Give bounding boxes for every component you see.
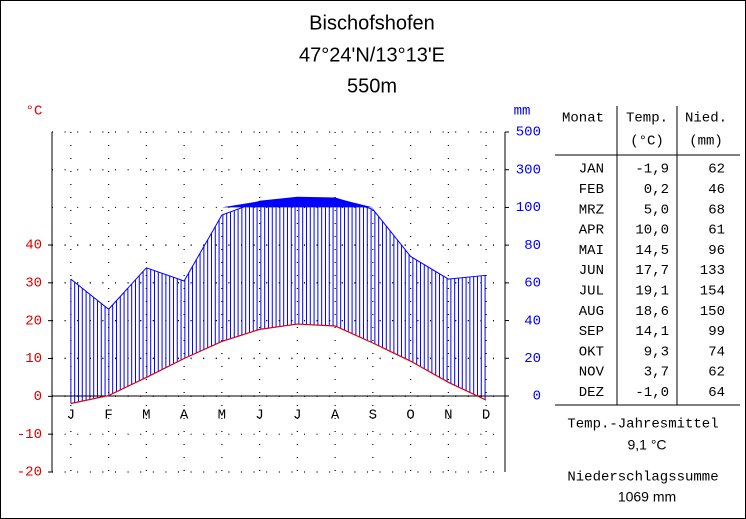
title-coords: 47°24'N/13°13'E (299, 44, 445, 66)
x-tick-label: M (142, 408, 150, 424)
y2-tick-label: 0 (533, 389, 541, 405)
table-temp: 14,5 (635, 243, 669, 259)
table-month: NOV (579, 365, 605, 381)
y-tick-label: -20 (17, 465, 42, 481)
table-precip: 68 (708, 202, 725, 218)
x-tick-label: D (482, 408, 490, 424)
table-month: APR (579, 223, 605, 239)
table-month: JUL (579, 284, 604, 300)
table-precip: 64 (708, 385, 725, 401)
y2-tick-label: 20 (524, 351, 541, 367)
summary-label: Temp.-Jahresmittel (567, 417, 718, 433)
x-tick-label: J (293, 408, 301, 424)
table-precip: 61 (708, 223, 725, 239)
y-axis-label: °C (26, 104, 43, 120)
table-month: JUN (579, 263, 604, 279)
table-month: AUG (579, 304, 604, 320)
table-temp: 0,2 (644, 182, 669, 198)
x-tick-label: M (218, 408, 226, 424)
table-temp: 5,0 (644, 202, 669, 218)
x-tick-label: S (369, 408, 377, 424)
table-precip: 133 (700, 263, 725, 279)
summary-value: 9,1 °C (627, 437, 666, 453)
table-month: FEB (579, 182, 604, 198)
y-tick-label: 40 (25, 238, 42, 254)
table-temp: 17,7 (635, 263, 669, 279)
y2-tick-label: 80 (524, 238, 541, 254)
y2-tick-label: 500 (516, 125, 541, 141)
y2-tick-label: 100 (516, 200, 541, 216)
table-temp: 18,6 (635, 304, 669, 320)
table-precip: 62 (708, 365, 725, 381)
summary-label: Niederschlagssumme (567, 470, 718, 486)
table-precip: 74 (708, 344, 725, 360)
table-precip: 62 (708, 162, 725, 178)
table-temp: 9,3 (644, 344, 669, 360)
y2-tick-label: 40 (524, 313, 541, 329)
table-temp: 10,0 (635, 223, 669, 239)
table-precip: 46 (708, 182, 725, 198)
table-month: SEP (579, 324, 604, 340)
x-tick-label: J (255, 408, 263, 424)
title-altitude: 550m (347, 75, 397, 97)
table-header: Monat (562, 111, 604, 127)
x-tick-label: O (406, 408, 414, 424)
table-precip: 150 (700, 304, 725, 320)
table-header: Temp. (626, 111, 668, 127)
table-month: DEZ (579, 385, 604, 401)
x-tick-label: N (444, 408, 452, 424)
table-month: OKT (579, 344, 604, 360)
table-temp: -1,0 (635, 385, 669, 401)
table-header: Nied. (685, 111, 727, 127)
y-tick-label: 0 (34, 389, 42, 405)
table-header: (°C) (630, 134, 664, 150)
table-temp: -1,9 (635, 162, 669, 178)
y2-axis-label: mm (514, 104, 531, 120)
x-tick-label: A (331, 408, 340, 424)
precip-line (70, 196, 487, 310)
table-precip: 96 (708, 243, 725, 259)
table-temp: 3,7 (644, 365, 669, 381)
table-month: MRZ (579, 202, 604, 218)
summary-value: 1069 mm (618, 489, 676, 505)
table-precip: 154 (700, 284, 725, 300)
humid-fill (70, 197, 487, 208)
x-tick-label: A (180, 408, 189, 424)
y-tick-label: 10 (25, 351, 42, 367)
x-tick-label: J (67, 408, 75, 424)
y2-tick-label: 60 (524, 276, 541, 292)
title-station: Bischofshofen (309, 12, 435, 34)
y-tick-label: 30 (25, 276, 42, 292)
x-tick-label: F (104, 408, 112, 424)
table-precip: 99 (708, 324, 725, 340)
table-month: MAI (579, 243, 604, 259)
y-tick-label: 20 (25, 313, 42, 329)
table-temp: 14,1 (635, 324, 669, 340)
y-tick-label: -10 (17, 427, 42, 443)
table-temp: 19,1 (635, 284, 669, 300)
table-header: (mm) (689, 134, 723, 150)
temp-line (70, 323, 487, 405)
table-month: JAN (579, 162, 604, 178)
y2-tick-label: 300 (516, 162, 541, 178)
